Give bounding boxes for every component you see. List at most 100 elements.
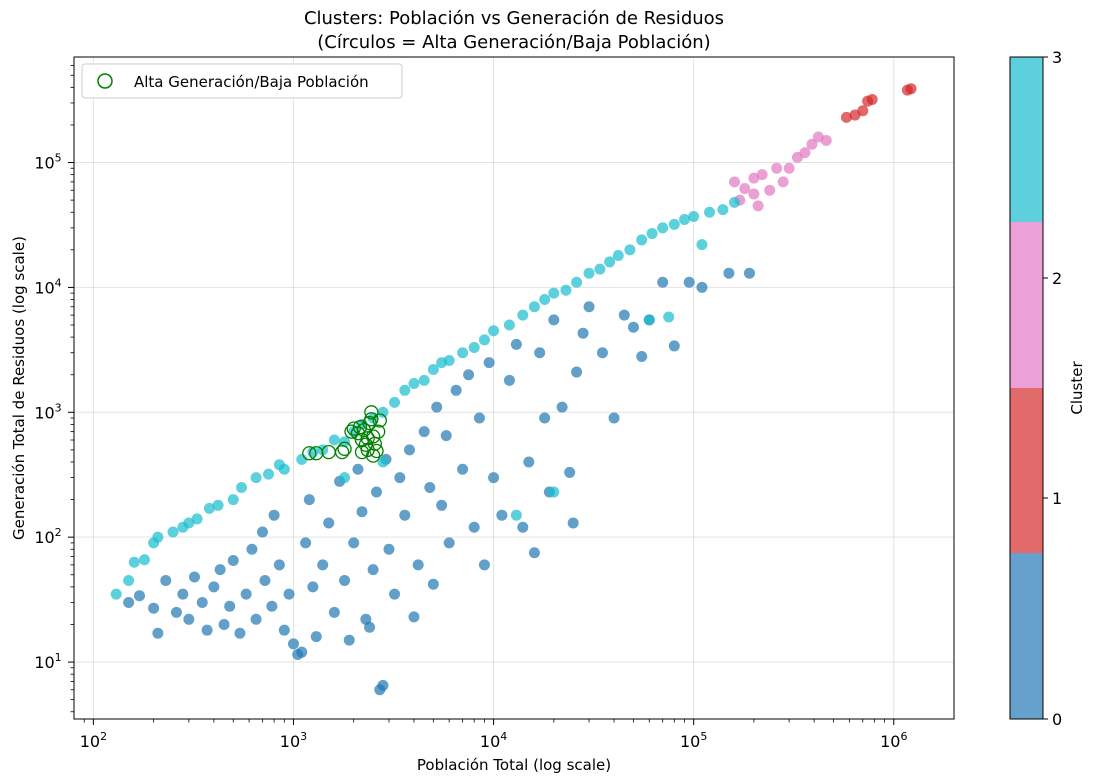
- point-highlighted: [364, 405, 379, 420]
- point-highlighted: [365, 429, 381, 444]
- point-cluster-0: [343, 634, 355, 646]
- point-cluster-3: [418, 374, 430, 386]
- point-cluster-3: [408, 378, 420, 390]
- point-cluster-3: [328, 434, 340, 446]
- point-cluster-0: [323, 517, 335, 529]
- point-cluster-0: [224, 600, 236, 612]
- point-cluster-3: [191, 513, 203, 525]
- point-cluster-2: [748, 172, 760, 184]
- x-axis-ticks: 102 103 104 105 106: [80, 719, 907, 751]
- x-tick-label-0: 102: [80, 730, 107, 751]
- point-cluster-0: [608, 412, 620, 424]
- point-cluster-0: [488, 472, 500, 484]
- point-cluster-0: [296, 646, 308, 658]
- point-cluster-0: [307, 581, 319, 593]
- point-cluster-3: [594, 263, 606, 275]
- point-cluster-0: [310, 631, 322, 643]
- x-tick-label-4: 106: [880, 730, 907, 751]
- colorbar-label: Cluster: [1068, 361, 1086, 415]
- colorbar-tick-3: 3: [1052, 48, 1062, 67]
- point-cluster-0: [123, 596, 135, 608]
- point-cluster-0: [364, 621, 376, 633]
- point-cluster-3: [138, 554, 150, 566]
- plot-area: [74, 57, 954, 719]
- point-cluster-3: [696, 239, 708, 251]
- legend-label-highlight: Alta Generación/Baja Población: [134, 73, 369, 91]
- point-cluster-0: [408, 611, 420, 623]
- y-tick-label-1: 102: [34, 526, 61, 547]
- point-cluster-3: [203, 502, 215, 514]
- x-axis-label: Población Total (log scale): [417, 756, 611, 774]
- point-cluster-3: [399, 384, 411, 396]
- point-cluster-3: [488, 325, 500, 337]
- point-cluster-0: [273, 559, 285, 571]
- point-cluster-0: [394, 472, 406, 484]
- point-highlighted: [372, 413, 387, 428]
- point-cluster-3: [123, 574, 135, 586]
- point-cluster-0: [668, 340, 680, 352]
- point-cluster-0: [377, 679, 389, 691]
- point-cluster-0: [227, 555, 239, 567]
- point-cluster-0: [683, 276, 695, 288]
- point-cluster-0: [418, 426, 430, 438]
- point-highlighted: [365, 448, 381, 463]
- point-cluster-3: [583, 267, 595, 279]
- y-axis-label: Generación Total de Residuos (log scale): [10, 236, 28, 540]
- colorbar-tick-1: 1: [1052, 489, 1062, 508]
- point-cluster-0: [583, 301, 595, 313]
- point-cluster-0: [427, 578, 439, 590]
- point-cluster-0: [517, 521, 529, 533]
- colorbar-tick-2: 2: [1052, 269, 1062, 288]
- point-cluster-3: [688, 210, 700, 222]
- point-cluster-0: [356, 506, 368, 518]
- legend-box: [81, 63, 403, 99]
- point-cluster-3: [468, 342, 480, 354]
- chart-subtitle: (Círculos = Alta Generación/Baja Poblaci…: [317, 32, 710, 53]
- point-cluster-0: [300, 537, 312, 549]
- point-cluster-0: [636, 350, 648, 362]
- y-tick-label-2: 103: [34, 401, 61, 422]
- point-cluster-0: [196, 596, 208, 608]
- point-highlighted: [360, 431, 375, 446]
- point-cluster-0: [256, 526, 268, 538]
- point-highlighted: [337, 441, 352, 456]
- point-cluster-0: [723, 267, 735, 279]
- point-cluster-0: [696, 281, 708, 293]
- point-cluster-0: [571, 366, 583, 378]
- point-cluster-0: [208, 581, 220, 593]
- point-cluster-0: [183, 613, 195, 625]
- point-highlighted: [302, 446, 317, 461]
- point-cluster-0: [657, 276, 669, 288]
- point-cluster-0: [268, 509, 280, 521]
- point-highlighted: [371, 424, 386, 439]
- point-cluster-0: [283, 588, 295, 600]
- point-cluster-0: [317, 559, 329, 571]
- point-cluster-0: [383, 543, 395, 555]
- point-cluster-0: [148, 602, 160, 614]
- point-cluster-0: [564, 466, 576, 478]
- point-cluster-3: [612, 250, 624, 262]
- point-cluster-0: [371, 486, 383, 498]
- point-cluster-3: [663, 311, 675, 323]
- point-cluster-3: [478, 334, 490, 346]
- point-cluster-0: [567, 517, 579, 529]
- point-highlighted: [334, 444, 350, 460]
- point-cluster-2: [820, 135, 832, 147]
- point-cluster-3: [236, 481, 248, 493]
- point-cluster-0: [556, 401, 568, 413]
- x-tick-label-2: 104: [480, 730, 507, 751]
- colorbar-segment-3: [1010, 57, 1043, 223]
- point-highlighted: [364, 412, 379, 427]
- point-cluster-3: [510, 509, 522, 521]
- colorbar-segment-1: [1010, 388, 1043, 554]
- point-cluster-0: [259, 574, 271, 586]
- point-cluster-3: [624, 244, 636, 256]
- point-cluster-3: [646, 228, 658, 240]
- point-cluster-2: [764, 184, 776, 196]
- point-cluster-3: [717, 204, 729, 216]
- point-cluster-2: [752, 200, 764, 212]
- legend-marker-highlight: [97, 73, 113, 89]
- point-cluster-0: [240, 588, 252, 600]
- point-cluster-0: [134, 590, 146, 602]
- point-cluster-3: [571, 276, 583, 288]
